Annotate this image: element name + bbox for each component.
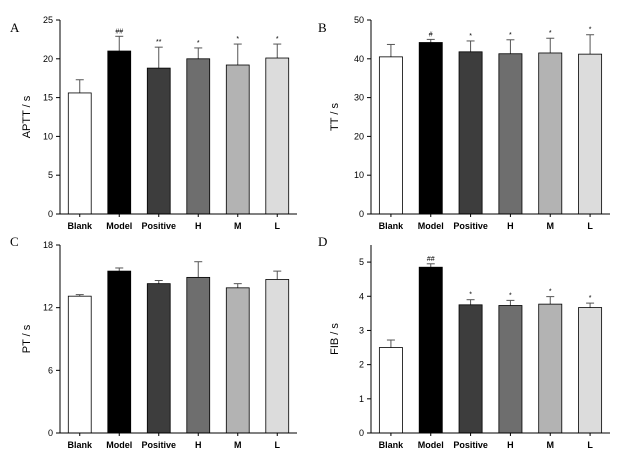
panel-d-sig-h: * — [509, 292, 512, 299]
panel-b-x-label-m: M — [547, 221, 555, 231]
panel-c-letter: C — [10, 234, 19, 249]
panel-a-bar-h — [186, 58, 211, 215]
panel-d-y-tick-label-4: 4 — [359, 291, 364, 301]
panel-c-bar-blank — [67, 295, 92, 434]
panel-b-bar-h — [498, 53, 523, 215]
panel-a-bar-positive — [146, 67, 171, 215]
panel-d-bar-positive — [458, 304, 483, 434]
panel-b-bar-model — [418, 42, 443, 215]
panel-d: D FIB / s Blank ## Model * Positive * H * M * L 0 1 2 3 4… — [318, 234, 610, 450]
panel-b-y-tick-label-40: 40 — [354, 54, 364, 64]
panel-a-y-tick-label-25: 25 — [43, 15, 53, 25]
panel-a-x-label-blank: Blank — [67, 221, 93, 231]
panel-a-sig-m: * — [236, 36, 239, 43]
panel-a-y-tick-label-15: 15 — [43, 93, 53, 103]
panel-a-y-axis-title: APTT / s — [21, 95, 33, 138]
panel-b-sig-m: * — [549, 30, 552, 37]
panel-b-x-label-positive: Positive — [453, 221, 488, 231]
panel-a-sig-model: ## — [115, 28, 123, 35]
panel-d-bar-m — [538, 303, 563, 434]
panel-c-y-tick-label-0: 0 — [48, 428, 53, 438]
panel-b-bar-blank — [378, 56, 403, 215]
panel-b-y-axis-title: TT / s — [329, 103, 341, 131]
panel-b-bar-positive — [458, 51, 483, 215]
panel-b-y-tick-label-50: 50 — [354, 15, 364, 25]
panel-b-y-tick-label-30: 30 — [354, 93, 364, 103]
panel-b-y-tick-label-20: 20 — [354, 131, 364, 141]
panel-b: B TT / s Blank # Model * Positive * H * M * L 0 10 20 30… — [318, 15, 610, 231]
panel-b-x-label-model: Model — [418, 221, 444, 231]
panel-a-y-tick-label-20: 20 — [43, 54, 53, 64]
panel-a-x-label-positive: Positive — [141, 221, 176, 231]
panel-a-sig-l: * — [276, 36, 279, 43]
panel-d-y-tick-label-5: 5 — [359, 257, 364, 267]
panel-c-x-label-h: H — [195, 440, 202, 450]
panel-d-bar-l — [578, 307, 603, 434]
panel-d-x-label-model: Model — [418, 440, 444, 450]
panel-c-bar-m — [225, 287, 250, 434]
panel-c-bar-positive — [146, 283, 171, 434]
panel-a-sig-positive: ** — [156, 39, 162, 46]
panel-a-x-label-model: Model — [106, 221, 132, 231]
panel-b-y-tick-label-0: 0 — [359, 209, 364, 219]
panel-d-y-tick-label-1: 1 — [359, 394, 364, 404]
panel-d-x-label-blank: Blank — [379, 440, 405, 450]
panel-c-y-tick-label-18: 18 — [43, 240, 53, 250]
panel-b-x-label-l: L — [587, 221, 593, 231]
panel-d-bar-h — [498, 305, 523, 434]
panel-a-x-label-l: L — [275, 221, 281, 231]
panel-a-sig-h: * — [197, 40, 200, 47]
panel-d-x-label-positive: Positive — [453, 440, 488, 450]
panel-c-y-tick-label-12: 12 — [43, 303, 53, 313]
panel-a-y-tick-label-10: 10 — [43, 131, 53, 141]
panel-a: A APTT / s Blank ## Model ** Positive * H * M * L 0 5 1… — [10, 15, 297, 231]
panel-a-bar-m — [225, 64, 250, 215]
panel-d-sig-m: * — [549, 289, 552, 296]
panel-b-y-tick-label-10: 10 — [354, 170, 364, 180]
panel-d-x-label-h: H — [507, 440, 514, 450]
panel-b-sig-positive: * — [469, 33, 472, 40]
panel-b-sig-model: # — [429, 31, 433, 38]
panel-b-sig-l: * — [589, 27, 592, 34]
panel-d-y-tick-label-2: 2 — [359, 360, 364, 370]
panel-c-x-label-l: L — [275, 440, 281, 450]
panel-c-x-label-blank: Blank — [67, 440, 93, 450]
panel-c-bar-h — [186, 276, 211, 434]
panel-c-bar-model — [107, 270, 132, 434]
panel-b-x-label-h: H — [507, 221, 514, 231]
panel-c-y-axis-title: PT / s — [21, 324, 33, 353]
panel-d-x-label-m: M — [547, 440, 555, 450]
panel-d-bar-model — [418, 266, 443, 434]
panel-c-x-label-positive: Positive — [141, 440, 176, 450]
panel-c-y-tick-label-6: 6 — [48, 365, 53, 375]
panel-d-sig-positive: * — [469, 292, 472, 299]
panel-a-y-tick-label-5: 5 — [48, 170, 53, 180]
panel-b-sig-h: * — [509, 32, 512, 39]
panel-a-x-label-m: M — [234, 221, 242, 231]
panel-d-x-label-l: L — [587, 440, 593, 450]
panel-c-x-label-m: M — [234, 440, 242, 450]
panel-a-bar-blank — [67, 92, 92, 215]
panel-a-y-tick-label-0: 0 — [48, 209, 53, 219]
panel-a-x-label-h: H — [195, 221, 202, 231]
panel-b-bar-m — [538, 52, 563, 215]
panel-d-sig-l: * — [589, 295, 592, 302]
panel-d-y-tick-label-0: 0 — [359, 428, 364, 438]
panel-a-letter: A — [10, 20, 20, 35]
panel-b-x-label-blank: Blank — [379, 221, 405, 231]
panel-c: C PT / s Blank Model Positive H M L 0 6 12 18 — [10, 234, 297, 450]
panel-a-bar-l — [265, 57, 290, 215]
panel-a-bar-model — [107, 50, 132, 215]
panel-d-y-tick-label-3: 3 — [359, 325, 364, 335]
panel-d-bar-blank — [378, 347, 403, 434]
panel-b-bar-l — [578, 53, 603, 215]
panel-b-letter: B — [318, 20, 327, 35]
panel-c-bar-l — [265, 279, 290, 434]
panel-d-letter: D — [318, 234, 327, 249]
panel-d-sig-model: ## — [427, 256, 435, 263]
panel-d-y-axis-title: FIB / s — [329, 323, 341, 355]
panel-c-x-label-model: Model — [106, 440, 132, 450]
